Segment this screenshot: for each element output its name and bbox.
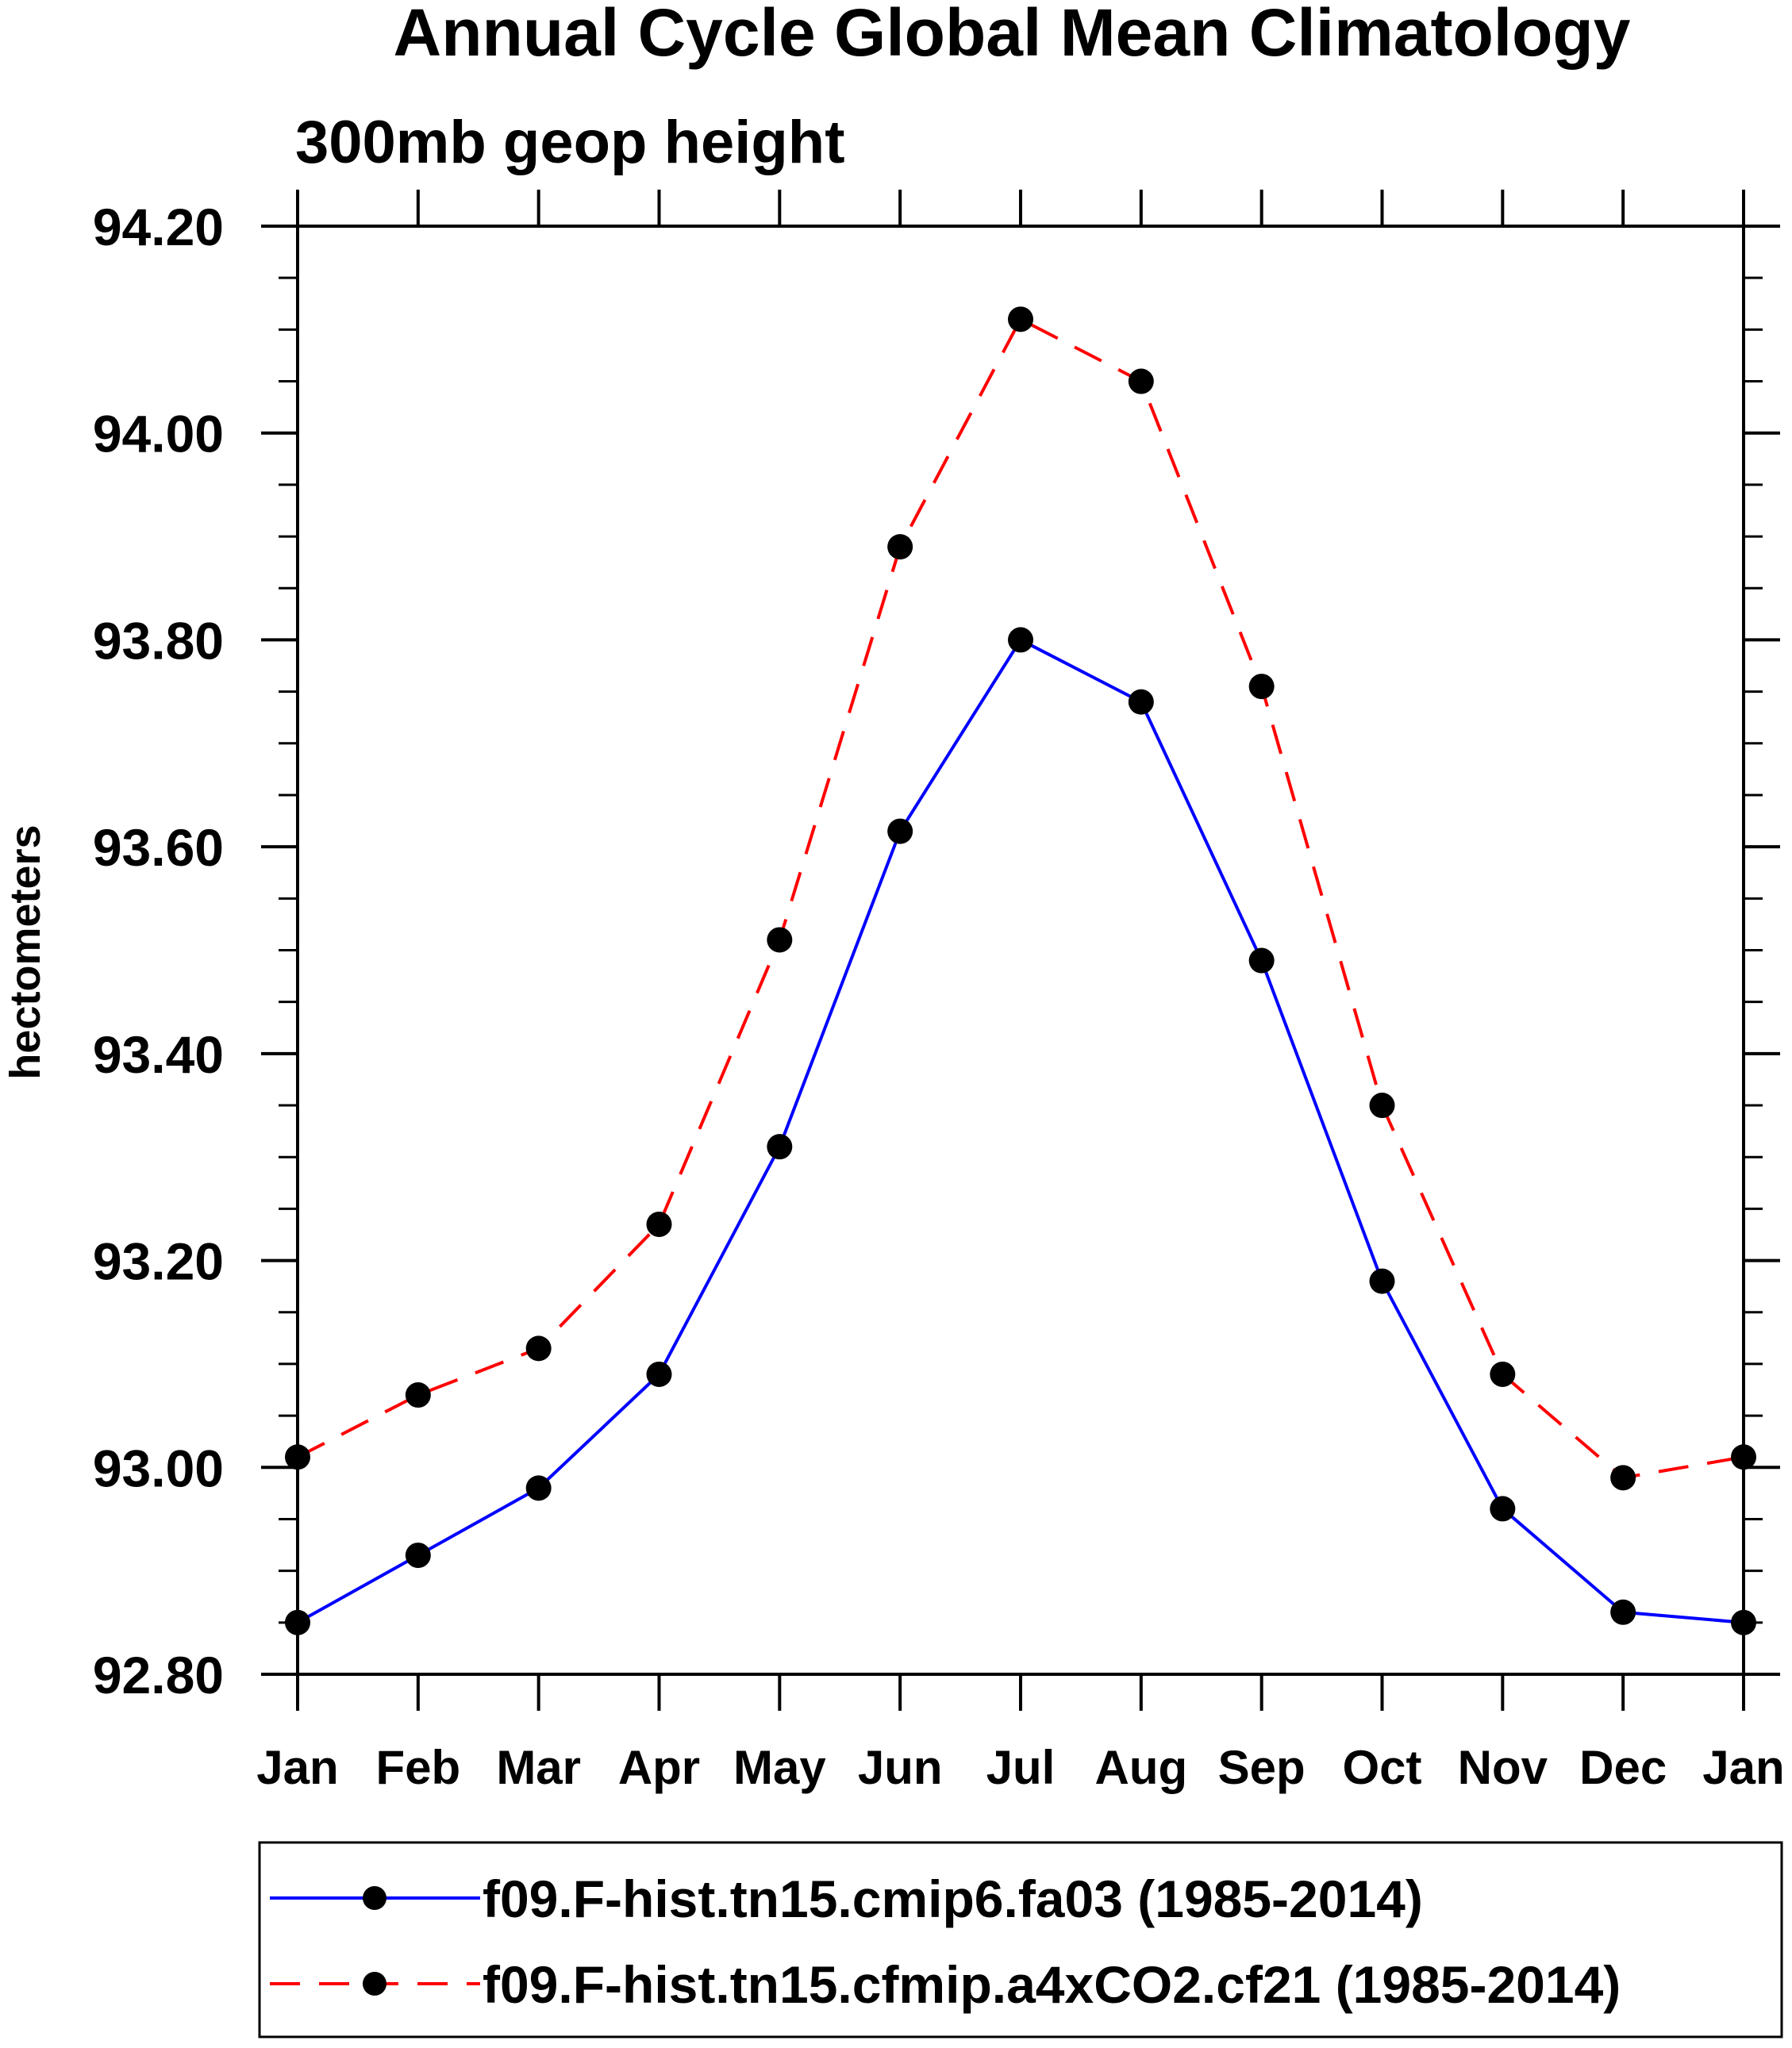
y-tick-label: 93.60 (93, 818, 224, 877)
y-tick-labels: 92.80 93.00 93.20 93.40 93.60 93.80 94.00 94.20 (93, 198, 224, 1704)
y-axis-label: hectometers (2, 824, 49, 1079)
data-point-series-0 (525, 1475, 552, 1501)
data-point-series-0 (1248, 947, 1275, 974)
data-point-series-0 (1369, 1268, 1395, 1294)
x-tick-label: Feb (375, 1741, 460, 1794)
x-tick-label: May (733, 1741, 826, 1794)
x-tick-label: Jan (256, 1741, 338, 1794)
data-point-series-0 (646, 1361, 672, 1387)
legend-marker-series-1 (363, 1972, 386, 1996)
data-point-series-0 (1128, 689, 1154, 715)
data-point-series-0 (1008, 627, 1033, 653)
data-point-series-1 (887, 534, 913, 560)
x-tick-label: Sep (1218, 1741, 1306, 1794)
y-tick-label: 92.80 (93, 1646, 224, 1704)
data-point-series-0 (1490, 1496, 1516, 1522)
x-tick-label: Jul (986, 1741, 1056, 1794)
x-tick-label: Mar (496, 1741, 581, 1794)
series-line-0 (297, 637, 1744, 1624)
chart-subtitle: 300mb geop height (295, 109, 845, 176)
legend-label-series-0: f09.F-hist.tn15.cmip6.fa03 (1985-2014) (483, 1869, 1423, 1928)
legend-label-series-1: f09.F-hist.tn15.cfmip.a4xCO2.cf21 (1985-… (483, 1955, 1621, 2014)
data-point-series-1 (285, 1444, 310, 1470)
plot-frame (296, 225, 1745, 1676)
y-tick-label: 93.20 (93, 1232, 224, 1291)
data-point-series-0 (1610, 1599, 1636, 1625)
data-point-series-1 (1731, 1444, 1756, 1470)
data-point-series-1 (525, 1335, 552, 1362)
data-point-series-0 (1731, 1609, 1756, 1635)
series-layer (285, 306, 1756, 1635)
x-tick-label: Jun (858, 1741, 943, 1794)
data-point-series-1 (1248, 674, 1275, 700)
x-tick-label: Dec (1579, 1741, 1667, 1794)
legend: f09.F-hist.tn15.cmip6.fa03 (1985-2014) f… (258, 1841, 1783, 2038)
x-tick-label: Nov (1458, 1741, 1548, 1794)
x-tick-labels: Jan Feb Mar Apr May Jun Jul Aug Sep Oct Nov Dec Jan (256, 1741, 1784, 1794)
data-point-series-0 (405, 1543, 431, 1569)
y-tick-label: 93.80 (93, 611, 224, 670)
data-point-series-0 (285, 1609, 310, 1635)
data-point-series-0 (767, 1134, 793, 1160)
y-tick-label: 93.00 (93, 1439, 224, 1497)
data-point-series-0 (887, 818, 913, 844)
series-line-1 (297, 317, 1744, 1480)
data-point-series-1 (1128, 368, 1154, 394)
data-point-series-1 (405, 1382, 431, 1408)
x-tick-label: Aug (1095, 1741, 1188, 1794)
x-tick-label: Jan (1702, 1741, 1784, 1794)
y-tick-label: 93.40 (93, 1025, 224, 1084)
y-tick-label: 94.20 (93, 198, 224, 256)
axis-ticks (261, 190, 1780, 1711)
y-tick-label: 94.00 (93, 405, 224, 463)
legend-marker-series-0 (363, 1886, 386, 1910)
legend-box (258, 1841, 1783, 2038)
data-point-series-1 (646, 1211, 672, 1237)
data-point-series-1 (1490, 1361, 1516, 1387)
data-point-series-1 (1610, 1465, 1636, 1491)
chart-title: Annual Cycle Global Mean Climatology (394, 0, 1631, 70)
x-tick-label: Oct (1342, 1741, 1421, 1794)
data-point-series-1 (767, 927, 793, 953)
data-point-series-1 (1008, 306, 1033, 332)
data-point-series-1 (1369, 1093, 1395, 1119)
x-tick-label: Apr (618, 1741, 700, 1794)
